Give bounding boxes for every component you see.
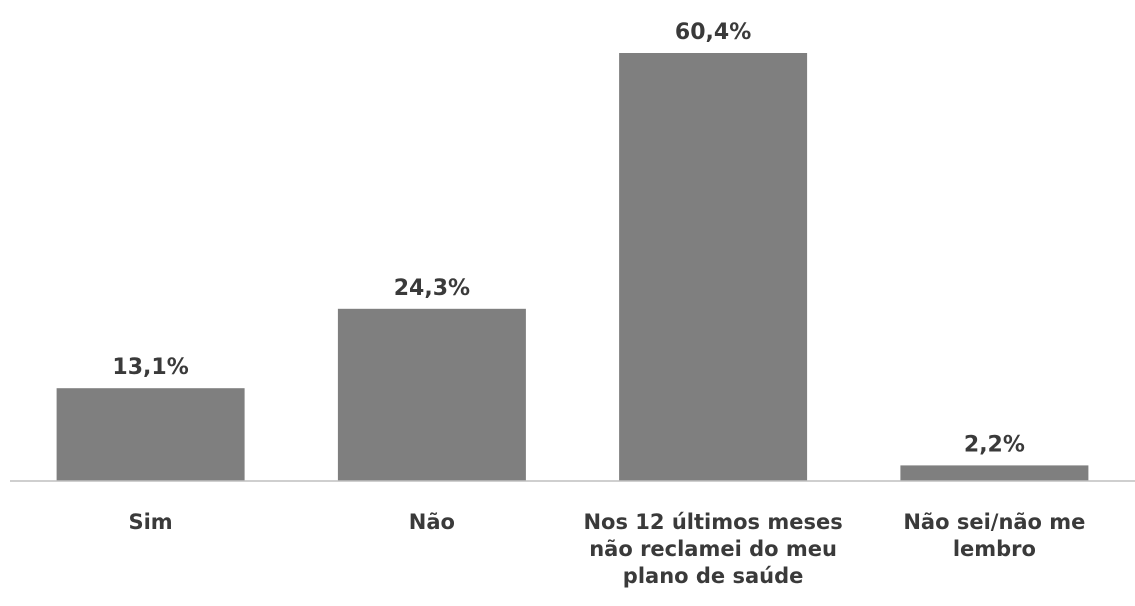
category-label-3-line-1: lembro: [953, 537, 1036, 561]
category-label-2: Nos 12 últimos meses não reclamei do meu p…: [583, 510, 842, 588]
bar-1: [337, 308, 526, 481]
category-label-2-line-0: Nos 12 últimos meses: [583, 510, 842, 534]
category-label-0: Sim: [128, 510, 172, 534]
bar-0: [56, 388, 245, 481]
category-labels-group: Sim Não Nos 12 últimos meses não reclamei d…: [128, 510, 1085, 588]
category-label-1: Não: [409, 510, 455, 534]
bar-2: [619, 53, 808, 481]
value-label-2: 60,4%: [675, 20, 751, 45]
category-label-0-line-0: Sim: [128, 510, 172, 534]
category-label-2-line-2: plano de saúde: [623, 564, 804, 588]
bar-3: [900, 465, 1089, 481]
category-label-3-line-0: Não sei/não me: [903, 510, 1085, 534]
category-label-1-line-0: Não: [409, 510, 455, 534]
value-label-0: 13,1%: [112, 355, 188, 380]
category-label-3: Não sei/não me lembro: [903, 510, 1085, 561]
value-labels-group: 13,1% 24,3% 60,4% 2,2%: [112, 20, 1024, 457]
value-label-1: 24,3%: [394, 276, 470, 301]
category-label-2-line-1: não reclamei do meu: [589, 537, 837, 561]
bars-group: [56, 53, 1089, 481]
value-label-3: 2,2%: [964, 432, 1025, 457]
